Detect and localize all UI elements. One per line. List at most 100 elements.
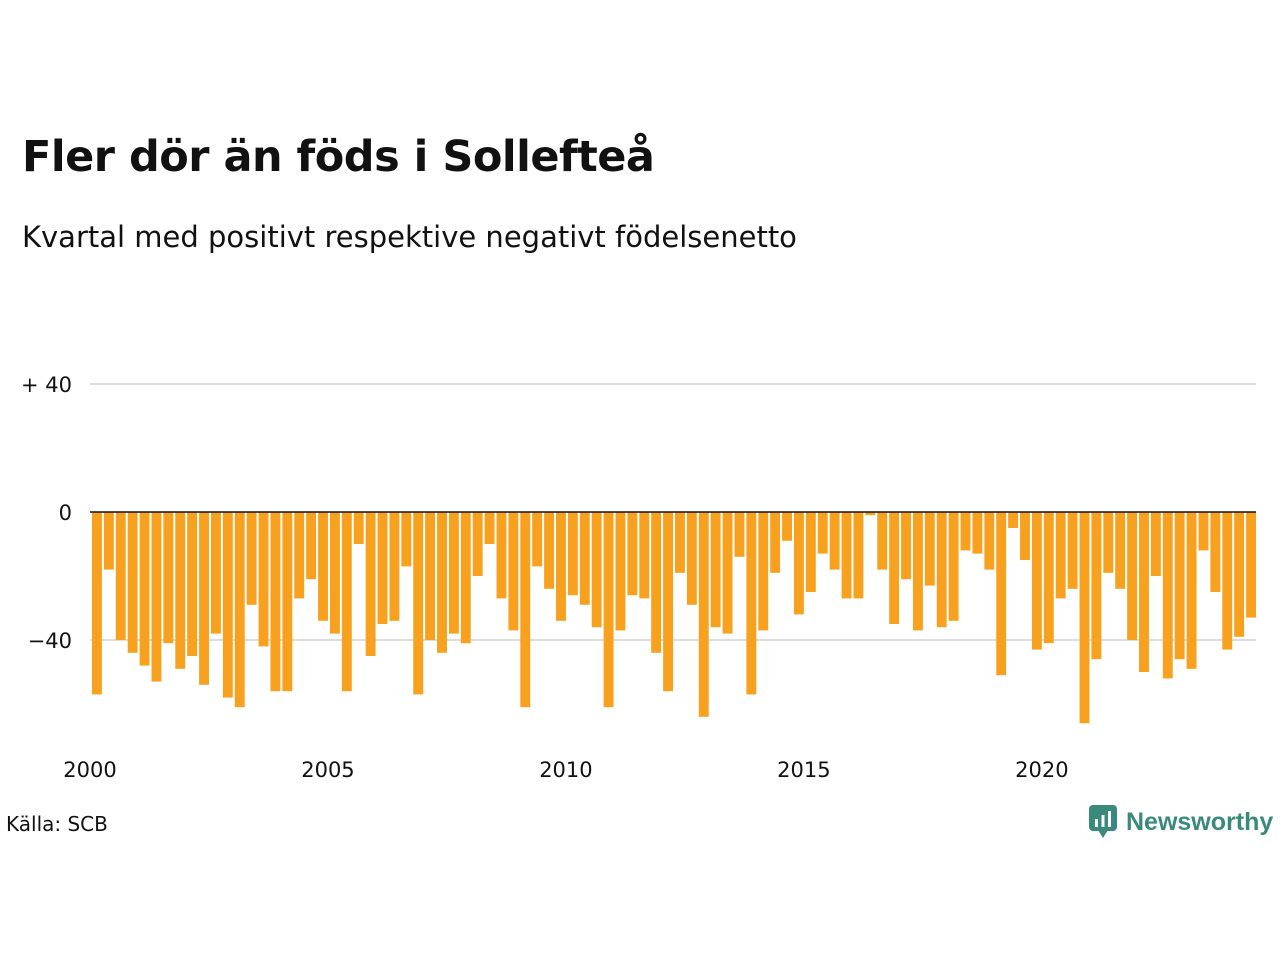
y-tick-label: + 40 [21, 373, 72, 397]
bar [103, 512, 114, 570]
bar [92, 512, 102, 695]
bar [1150, 512, 1161, 576]
bar [556, 512, 566, 621]
bar [948, 512, 959, 621]
bar [1246, 512, 1256, 618]
bar [1139, 512, 1149, 672]
bar [270, 512, 281, 692]
bar [258, 512, 269, 647]
bar [686, 512, 697, 605]
bar [329, 512, 340, 634]
bar [413, 512, 424, 695]
bar [567, 512, 578, 596]
bar [377, 512, 388, 624]
bar [901, 512, 911, 580]
bar [591, 512, 602, 628]
bar [496, 512, 507, 599]
bar [222, 512, 233, 698]
bar [472, 512, 483, 576]
bar [425, 512, 436, 640]
bar [532, 512, 543, 567]
x-tick-label: 2015 [777, 758, 830, 782]
bar [924, 512, 935, 586]
bar [793, 512, 804, 615]
bar [341, 512, 352, 692]
bar [615, 512, 626, 631]
bar [365, 512, 376, 656]
bar [651, 512, 662, 653]
source-label: Källa: SCB [6, 812, 108, 836]
bar [912, 512, 923, 631]
bar [1067, 512, 1078, 589]
bar [603, 512, 614, 708]
bar [151, 512, 162, 682]
y-tick-label: 0 [59, 501, 72, 525]
bar [1079, 512, 1090, 724]
bar [782, 512, 792, 541]
bar [746, 512, 757, 695]
bar [710, 512, 721, 628]
bar [246, 512, 257, 605]
x-tick-label: 2000 [63, 758, 116, 782]
chart-subtitle: Kvartal med positivt respektive negativt… [22, 220, 797, 254]
bar [996, 512, 1007, 676]
bar [175, 512, 186, 669]
bar [199, 512, 209, 685]
bar [675, 512, 685, 573]
x-tick-label: 2010 [539, 758, 592, 782]
bar [877, 512, 888, 570]
bar [163, 512, 174, 644]
bar [1186, 512, 1197, 669]
bar [282, 512, 293, 692]
bar [1210, 512, 1221, 592]
bar [115, 512, 126, 640]
bar [639, 512, 650, 599]
bar [1055, 512, 1066, 599]
bar [1008, 512, 1019, 528]
newsworthy-logo: Newsworthy [1088, 804, 1273, 840]
bar [841, 512, 852, 599]
x-tick-label: 2020 [1015, 758, 1068, 782]
bar [698, 512, 709, 717]
bar [770, 512, 781, 573]
bar [1091, 512, 1102, 660]
bar [187, 512, 198, 656]
bar [1127, 512, 1138, 640]
bar [1198, 512, 1209, 551]
brand-name: Newsworthy [1126, 807, 1274, 836]
bar [306, 512, 317, 580]
bar [1222, 512, 1233, 650]
bar [401, 512, 412, 567]
bar [627, 512, 638, 596]
bar [1174, 512, 1185, 660]
chart-title: Fler dör än föds i Sollefteå [22, 132, 655, 182]
bar [889, 512, 900, 624]
bar [1020, 512, 1030, 560]
bar [234, 512, 245, 708]
bar [972, 512, 983, 554]
bar [127, 512, 138, 653]
bar [758, 512, 769, 631]
bar [1031, 512, 1042, 650]
bar [1043, 512, 1054, 644]
x-tick-label: 2005 [301, 758, 354, 782]
bar [853, 512, 864, 599]
bar [805, 512, 816, 592]
y-tick-label: −40 [28, 629, 72, 653]
bar [460, 512, 471, 644]
bar [1103, 512, 1114, 573]
bar [508, 512, 519, 631]
bar [579, 512, 590, 605]
bar [544, 512, 555, 589]
bar [829, 512, 840, 570]
bar [865, 512, 876, 516]
bar [1234, 512, 1245, 637]
bar [722, 512, 733, 634]
bar [1162, 512, 1173, 679]
bar [448, 512, 459, 634]
bar [1115, 512, 1126, 589]
bar [936, 512, 947, 628]
bar [389, 512, 400, 621]
bar [294, 512, 305, 599]
